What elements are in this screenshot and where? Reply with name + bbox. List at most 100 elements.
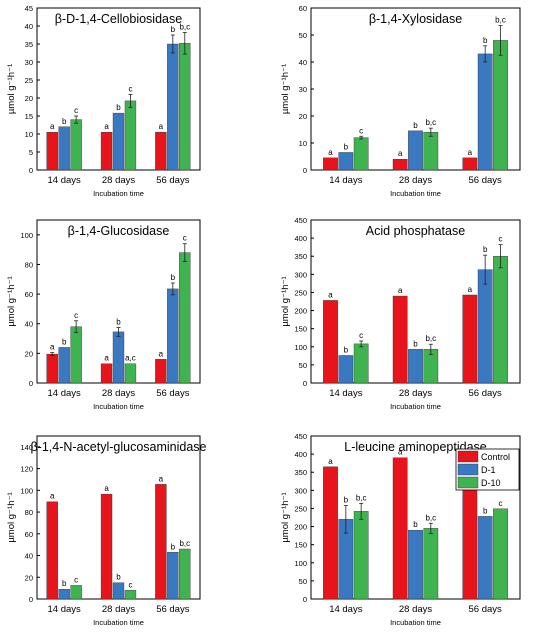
legend-label: Control (481, 452, 510, 462)
bar-control (46, 501, 58, 600)
bar-control (100, 131, 113, 171)
x-tick-label: 56 days (469, 388, 503, 399)
chart-title: β-1,4-N-acetyl-glucosaminidase (30, 440, 206, 454)
bar-d-10 (70, 585, 82, 600)
significance-letter: b (344, 345, 349, 354)
significance-letter: a (104, 354, 109, 363)
x-axis-label: Incubation time (390, 618, 441, 627)
significance-letter: b (116, 573, 121, 582)
bar-d-1 (477, 269, 493, 384)
y-tick-label: 250 (294, 288, 307, 297)
bar-d-10 (353, 137, 369, 171)
significance-letter: b (171, 25, 176, 34)
x-tick-label: 56 days (156, 388, 190, 399)
bar-d-10 (423, 528, 439, 600)
legend-swatch (457, 476, 479, 489)
significance-letter: b (62, 579, 67, 588)
significance-letter: b,c (179, 539, 190, 548)
bar-d-1 (338, 355, 354, 384)
y-tick-label: 400 (294, 450, 307, 459)
significance-letter: c (359, 331, 363, 340)
y-tick-label: 35 (25, 40, 33, 49)
x-tick-label: 56 days (469, 604, 503, 615)
x-axis-label: Incubation time (390, 189, 441, 198)
y-tick-label: 0 (303, 595, 307, 604)
chart-panel: β-1,4-Xylosidase 0 10 20 30 40 50 60 µmol g⁻¹h⁻¹… (280, 4, 521, 198)
y-tick-label: 0 (29, 595, 33, 604)
y-tick-label: 100 (294, 343, 307, 352)
bar-d-1 (477, 53, 493, 171)
y-tick-label: 50 (299, 577, 307, 586)
significance-letter: a (159, 349, 164, 358)
y-tick-label: 40 (299, 58, 307, 67)
bar-control (323, 300, 338, 384)
x-tick-label: 28 days (102, 175, 136, 186)
significance-letter: a (104, 484, 109, 493)
x-tick-label: 28 days (399, 175, 433, 186)
bar-d-10 (423, 131, 439, 171)
bar-d-1 (112, 331, 125, 384)
bar-d-1 (167, 552, 179, 600)
significance-letter: b (413, 520, 418, 529)
bar-d-10 (179, 252, 191, 384)
bar-d-10 (70, 119, 82, 171)
legend-swatch (457, 463, 479, 476)
bar-control (323, 157, 338, 171)
y-tick-label: 60 (25, 530, 33, 539)
y-tick-label: 50 (299, 361, 307, 370)
significance-letter: b (116, 103, 121, 112)
legend-label: D-1 (481, 465, 496, 475)
bar-control (155, 359, 167, 384)
significance-letter: a (159, 474, 164, 483)
bar-d-1 (167, 288, 179, 384)
x-tick-label: 14 days (329, 388, 363, 399)
y-tick-label: 20 (25, 573, 33, 582)
significance-letter: b (483, 506, 488, 515)
bar-d-1 (408, 529, 423, 600)
y-tick-label: 50 (299, 31, 307, 40)
bar-d-10 (493, 256, 508, 384)
bar-d-1 (477, 516, 493, 600)
bar-control (323, 466, 338, 600)
bar-d-1 (408, 349, 423, 384)
bar-d-10 (353, 343, 369, 384)
x-tick-label: 14 days (48, 604, 82, 615)
bar-control (46, 353, 58, 384)
y-axis-label: µmol g⁻¹h⁻¹ (280, 276, 291, 326)
significance-letter: b,c (425, 118, 436, 127)
y-tick-label: 350 (294, 468, 307, 477)
bar-d-10 (70, 326, 82, 384)
significance-letter: a (50, 492, 55, 501)
bar-d-10 (353, 511, 369, 600)
significance-letter: a (159, 122, 164, 131)
x-axis-label: Incubation time (93, 618, 144, 627)
significance-letter: c (498, 235, 502, 244)
y-tick-label: 100 (20, 486, 33, 495)
y-tick-label: 60 (299, 4, 307, 13)
significance-letter: c (74, 311, 78, 320)
y-tick-label: 450 (294, 216, 307, 225)
y-tick-label: 200 (294, 523, 307, 532)
bar-control (155, 131, 167, 171)
y-tick-label: 5 (29, 148, 33, 157)
y-tick-label: 300 (294, 486, 307, 495)
significance-letter: a,c (125, 354, 136, 363)
significance-letter: b,c (179, 22, 190, 31)
bar-d-10 (493, 508, 508, 600)
significance-letter: a (328, 290, 333, 299)
significance-letter: c (359, 126, 363, 135)
y-tick-label: 30 (299, 85, 307, 94)
legend-swatch (457, 450, 479, 463)
y-tick-label: 10 (299, 139, 307, 148)
bar-d-10 (124, 590, 137, 600)
significance-letter: a (328, 148, 333, 157)
significance-letter: a (468, 285, 473, 294)
chart-panel: β-D-1,4-Cellobiosidase 0 5 10 15 20 25 30 35 40 45… (6, 4, 201, 198)
x-tick-label: 14 days (329, 604, 363, 615)
y-tick-label: 30 (25, 58, 33, 67)
y-tick-label: 450 (294, 432, 307, 441)
y-tick-label: 80 (25, 260, 33, 269)
significance-letter: b (171, 273, 176, 282)
significance-letter: b (62, 117, 67, 126)
significance-letter: b,c (425, 334, 436, 343)
